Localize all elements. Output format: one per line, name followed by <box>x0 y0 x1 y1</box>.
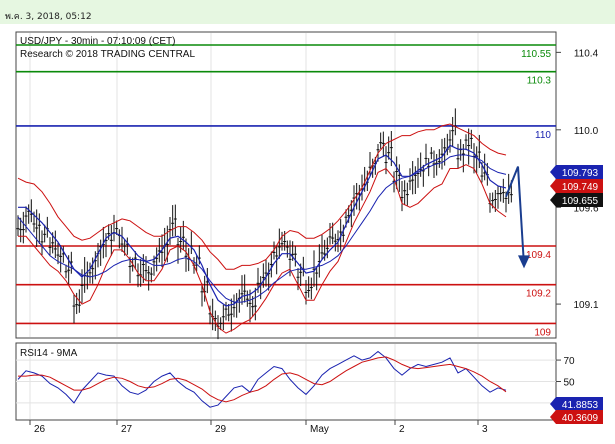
price-y-tick-label: 110.0 <box>574 126 599 137</box>
rsi-tag-bg <box>550 410 603 424</box>
level-label: 110.3 <box>527 76 552 87</box>
price-chart-subtitle: Research © 2018 TRADING CENTRAL <box>20 49 195 60</box>
rsi-chart-title: RSI14 - 9MA <box>20 348 78 359</box>
x-tick-label: May <box>310 424 329 435</box>
price-tag: 109.793 <box>562 168 599 179</box>
price-y-tick-label: 109.6 <box>573 203 598 214</box>
timestamp: พ.ค. 3, 2018, 05:12 <box>5 12 92 22</box>
price-chart-title: USD/JPY - 30min - 07:10:09 (CET) <box>20 36 175 47</box>
rsi-tag: 40.3609 <box>562 413 599 424</box>
forecast-arrow-head <box>518 255 530 269</box>
x-tick-label: 2 <box>399 424 405 435</box>
price-tag-bg <box>550 165 603 179</box>
price-layer: 110.55 110.3 110 109.4 109.2 109 <box>16 44 556 340</box>
axis-layer: 26 27 29 May 2 3 110.4 110.0 109.6 109.1 109.793 10… <box>29 48 603 435</box>
top-bar: พ.ค. 3, 2018, 05:12 <box>0 0 615 24</box>
price-grid <box>29 33 479 337</box>
price-tag: 109.655 <box>562 196 599 207</box>
x-tick-label: 3 <box>482 424 488 435</box>
slow-ma-line <box>17 154 507 303</box>
level-label: 109.4 <box>526 250 551 261</box>
price-tag-bg <box>550 179 603 193</box>
rsi-line <box>17 350 507 408</box>
price-tag-bg <box>550 193 603 207</box>
rsi-tag-bg <box>550 397 603 411</box>
upper-band-line <box>17 123 507 270</box>
rsi-layer <box>17 350 507 408</box>
rsi-y-tick-label: 70 <box>563 356 575 367</box>
rsi-ma-line <box>18 356 507 403</box>
price-y-tick-label: 109.1 <box>573 300 598 311</box>
price-tag: 109.749 <box>562 182 599 193</box>
level-label: 110.55 <box>521 49 551 60</box>
ma-line <box>18 144 507 307</box>
level-label: 110 <box>535 130 551 141</box>
price-y-tick-label: 110.4 <box>574 48 599 59</box>
rsi-tag: 41.8853 <box>562 400 599 411</box>
x-tick-label: 29 <box>215 424 227 435</box>
level-label: 109.2 <box>526 289 551 300</box>
rsi-y-tick-label: 50 <box>563 378 575 389</box>
price-panel <box>15 31 557 339</box>
forecast-arrow-line <box>505 166 525 266</box>
level-label: 109 <box>534 327 551 338</box>
lower-band-line <box>18 164 507 334</box>
x-tick-label: 26 <box>34 424 46 435</box>
x-tick-label: 27 <box>121 424 133 435</box>
